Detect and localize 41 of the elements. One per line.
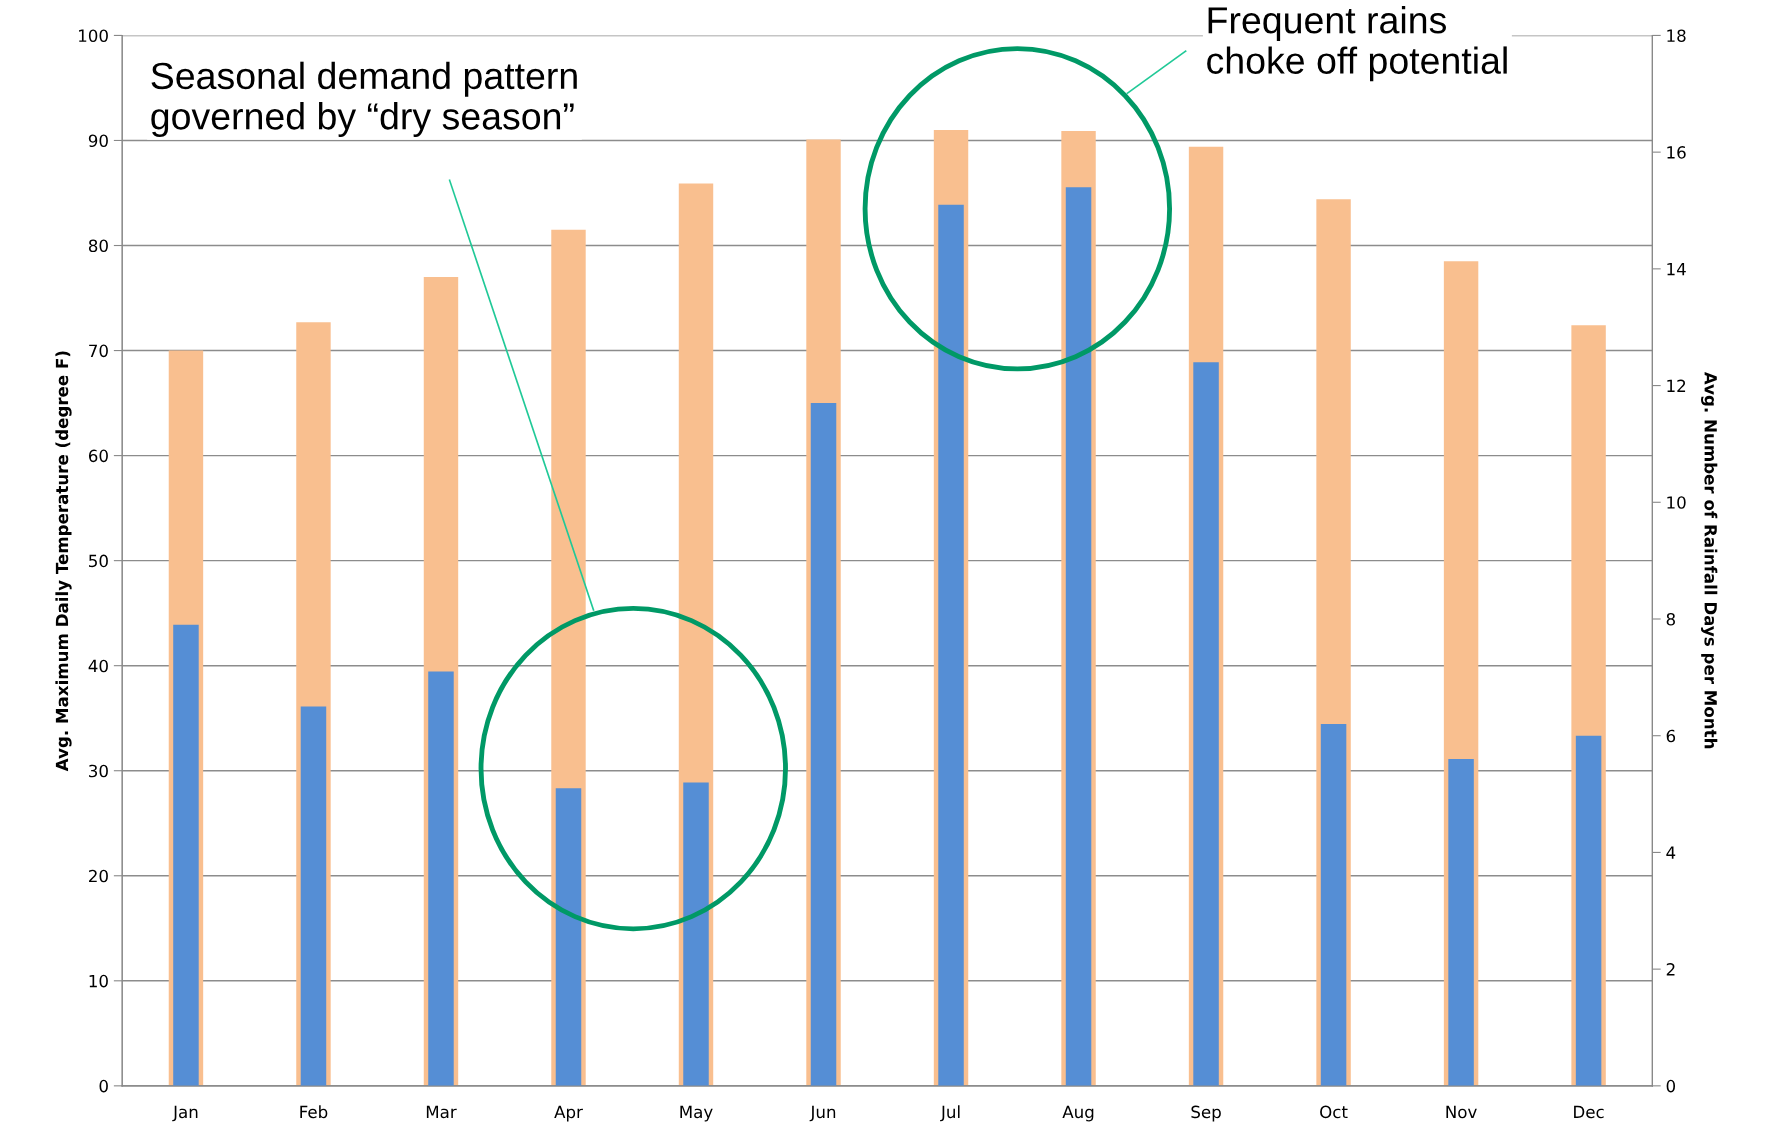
y-tick-label: 30	[89, 764, 108, 778]
y2-tick-label: 4	[1666, 846, 1676, 859]
y2-tick-label: 14	[1667, 263, 1686, 276]
x-tick-label: May	[680, 1105, 713, 1122]
y2-tick-label: 12	[1667, 379, 1686, 392]
x-tick-label: Feb	[300, 1105, 328, 1119]
y-tick-label: 20	[89, 869, 108, 883]
x-tick-label: Sep	[1191, 1105, 1221, 1122]
x-tick-label: Jul	[940, 1105, 960, 1122]
y-tick-label: 70	[89, 344, 108, 358]
x-tick-label: Mar	[426, 1105, 457, 1119]
y-tick-label: 100	[79, 29, 108, 42]
x-tick-label: Jan	[172, 1105, 198, 1122]
y-tick-label: 50	[89, 554, 108, 568]
bar	[683, 782, 709, 1086]
x-tick-label: Nov	[1446, 1105, 1477, 1119]
y2-axis-title: Avg. Number of Rainfall Days per Month	[1701, 371, 1718, 749]
y2-tick-label: 2	[1666, 963, 1675, 976]
y2-tick-label: 10	[1667, 496, 1686, 509]
y-tick-label: 90	[88, 134, 108, 148]
annotation: Seasonal demand pattern governed by “dry season”	[151, 61, 577, 138]
y-tick-label: 80	[88, 239, 108, 253]
y-tick-label: 0	[99, 1079, 108, 1093]
y-tick-label: 40	[88, 659, 108, 673]
x-tick-label: Aug	[1062, 1105, 1094, 1122]
y2-tick-label: 16	[1667, 146, 1686, 159]
y-axis-title: Avg. Maximum Daily Temperature (degree F)	[55, 351, 72, 772]
x-tick-label: Apr	[554, 1105, 583, 1122]
y-tick-label: 60	[88, 449, 108, 463]
bar	[173, 624, 199, 1086]
y2-tick-label: 8	[1666, 612, 1675, 626]
x-tick-label: Jun	[809, 1105, 836, 1122]
bar	[428, 671, 454, 1086]
x-tick-label: Oct	[1320, 1105, 1348, 1119]
x-tick-label: Dec	[1574, 1105, 1604, 1119]
y-tick-label: 10	[89, 974, 108, 988]
y2-tick-label: 0	[1666, 1079, 1676, 1093]
annotation: Frequent rains choke off potential	[1207, 6, 1507, 82]
bar	[1448, 759, 1474, 1086]
y2-tick-label: 6	[1666, 729, 1676, 743]
y2-tick-label: 18	[1667, 29, 1686, 42]
